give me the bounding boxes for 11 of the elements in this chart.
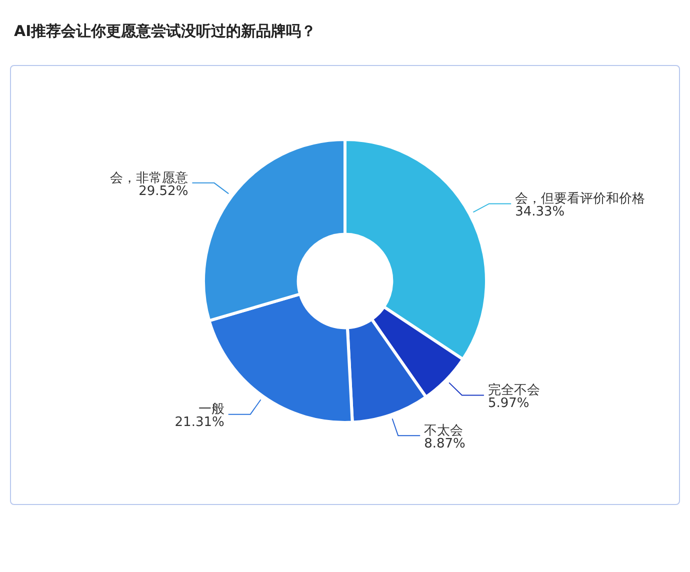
- data-label: 29.52%: [138, 184, 188, 199]
- slice-label: 会，非常愿意: [110, 170, 188, 186]
- chart-title: AI推荐会让你更愿意尝试没听过的新品牌吗？: [14, 22, 316, 41]
- slice-label: 完全不会: [488, 382, 540, 398]
- data-label: 34.33%: [515, 204, 565, 220]
- slice-label: 一般: [198, 402, 224, 418]
- data-label: 5.97%: [488, 396, 530, 412]
- data-label: 21.31%: [174, 415, 224, 430]
- slice-label: 不太会: [424, 424, 464, 439]
- data-label: 8.87%: [424, 436, 466, 452]
- slice-label: 会，但要看评价和价格: [515, 192, 646, 207]
